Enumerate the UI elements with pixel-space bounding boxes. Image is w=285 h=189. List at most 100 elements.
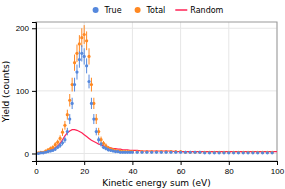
point (73, 61, 76, 64)
tick-mark (229, 161, 230, 165)
point (155, 151, 158, 154)
point (68, 99, 71, 102)
point (208, 151, 211, 154)
legend-label: True (104, 6, 122, 15)
point (193, 151, 196, 154)
plot-frame (36, 22, 277, 161)
point (198, 151, 201, 154)
tick: 60 (177, 161, 186, 176)
grid-line-x (228, 22, 229, 161)
tick: 200 (16, 24, 36, 33)
tick: 100 (271, 161, 285, 176)
tick-label: 100 (16, 87, 30, 96)
point (179, 150, 182, 153)
point (184, 151, 187, 154)
tick-label: 40 (128, 167, 137, 176)
point (193, 151, 196, 154)
point (218, 151, 221, 154)
tick-label: 200 (16, 24, 30, 33)
point (78, 42, 81, 45)
x-axis-title: Kinetic energy sum (eV) (102, 178, 210, 188)
chart: 0204060801000100200Kinetic energy sum (e… (0, 0, 285, 189)
point (184, 151, 187, 154)
point (90, 102, 93, 105)
point (83, 33, 86, 36)
point (131, 150, 134, 153)
chart-container: 0204060801000100200Kinetic energy sum (e… (0, 0, 285, 189)
point (75, 52, 78, 55)
point (90, 83, 93, 86)
point (208, 151, 211, 154)
tick-label: 100 (271, 167, 285, 176)
tick-mark (132, 161, 133, 165)
point (95, 130, 98, 133)
point (266, 151, 269, 154)
point (222, 151, 225, 154)
point (160, 151, 163, 154)
point (189, 151, 192, 154)
legend: True Total Random (93, 6, 224, 15)
point (169, 150, 172, 153)
axis-line (37, 162, 278, 166)
point (145, 151, 148, 154)
point (227, 151, 230, 154)
point (140, 150, 143, 153)
point (251, 151, 254, 154)
legend-label: Total (146, 6, 166, 15)
point (213, 151, 216, 154)
legend-item: True (93, 6, 122, 15)
tick-mark (32, 91, 36, 92)
point (73, 83, 76, 86)
point (99, 142, 102, 145)
point (68, 117, 71, 120)
grid (36, 22, 277, 161)
point (256, 151, 259, 154)
tick: 20 (80, 161, 89, 176)
point (222, 151, 225, 154)
point (261, 151, 264, 154)
point (155, 150, 158, 153)
point (242, 151, 245, 154)
grid-line-y (36, 28, 277, 29)
grid-line-x (84, 22, 85, 161)
point (59, 137, 62, 140)
axis-line (32, 23, 37, 162)
point (237, 151, 240, 154)
legend-swatch (175, 9, 187, 11)
point (56, 141, 59, 144)
tick-label: 20 (80, 167, 89, 176)
point (174, 150, 177, 153)
y-axis: 0 100 200 (16, 23, 37, 162)
point (85, 64, 88, 67)
point (66, 113, 69, 116)
x-axis: 020406080100 (34, 161, 284, 176)
point (59, 144, 62, 147)
tick: 80 (225, 161, 234, 176)
point (174, 151, 177, 154)
tick-mark (32, 153, 36, 154)
point (165, 151, 168, 154)
point (203, 151, 206, 154)
point (85, 39, 88, 42)
point (54, 143, 57, 146)
point (80, 52, 83, 55)
point (87, 55, 90, 58)
point (83, 55, 86, 58)
legend-swatch (135, 7, 141, 13)
tick: 40 (128, 161, 137, 176)
tick-label: 80 (225, 167, 234, 176)
point (179, 151, 182, 154)
point (232, 151, 235, 154)
point (140, 151, 143, 154)
tick-mark (84, 161, 85, 165)
point (63, 124, 66, 127)
tick: 0 (25, 150, 36, 159)
legend-label: Random (190, 6, 223, 15)
legend-item: Random (175, 6, 223, 15)
point (246, 151, 249, 154)
point (131, 151, 134, 154)
point (63, 138, 66, 141)
point (78, 58, 81, 61)
point (251, 151, 254, 154)
point (237, 151, 240, 154)
